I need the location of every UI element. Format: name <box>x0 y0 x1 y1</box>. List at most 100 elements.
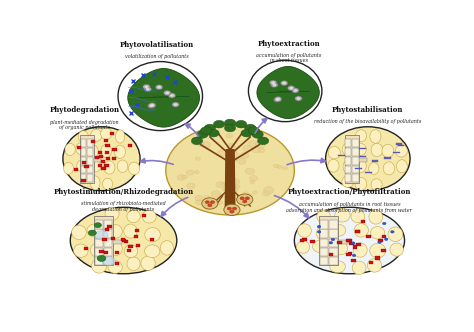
Bar <box>94 215 113 266</box>
Bar <box>348 252 353 255</box>
Bar <box>81 139 86 147</box>
Bar <box>115 262 119 265</box>
Circle shape <box>210 201 215 204</box>
Circle shape <box>228 149 237 156</box>
Bar <box>142 214 146 217</box>
Polygon shape <box>204 124 216 132</box>
Bar <box>105 144 110 147</box>
Polygon shape <box>257 66 319 119</box>
Ellipse shape <box>317 210 330 223</box>
Ellipse shape <box>317 226 331 241</box>
Ellipse shape <box>127 257 140 271</box>
Bar <box>99 155 103 158</box>
Ellipse shape <box>312 240 328 253</box>
Circle shape <box>317 230 321 233</box>
Ellipse shape <box>354 223 368 237</box>
FancyArrowPatch shape <box>274 196 309 218</box>
Bar <box>319 248 328 256</box>
Bar <box>345 174 351 182</box>
Ellipse shape <box>127 210 140 223</box>
Circle shape <box>351 242 355 244</box>
Circle shape <box>269 80 277 85</box>
Ellipse shape <box>91 176 100 190</box>
Circle shape <box>241 152 249 158</box>
Polygon shape <box>225 119 236 127</box>
Circle shape <box>155 85 163 90</box>
Text: Phytostabilisation: Phytostabilisation <box>332 106 403 114</box>
Circle shape <box>144 87 152 92</box>
Circle shape <box>226 133 233 138</box>
Ellipse shape <box>73 244 88 257</box>
Circle shape <box>148 103 156 108</box>
Ellipse shape <box>65 143 75 155</box>
Bar <box>101 167 106 170</box>
Ellipse shape <box>72 225 86 240</box>
Circle shape <box>235 185 240 188</box>
Bar <box>106 157 110 160</box>
Ellipse shape <box>328 146 340 159</box>
Bar <box>98 164 102 167</box>
Circle shape <box>186 170 194 175</box>
Circle shape <box>202 198 218 209</box>
Circle shape <box>97 255 106 262</box>
Bar <box>82 161 86 164</box>
Text: Phytoextraction: Phytoextraction <box>257 40 320 47</box>
Bar <box>127 249 131 252</box>
Bar <box>107 224 111 228</box>
Circle shape <box>283 82 286 84</box>
Bar <box>349 242 354 245</box>
Circle shape <box>165 92 169 94</box>
Circle shape <box>258 148 264 153</box>
Polygon shape <box>241 129 252 137</box>
Bar <box>103 251 108 254</box>
Ellipse shape <box>114 145 126 158</box>
Polygon shape <box>197 130 208 138</box>
Ellipse shape <box>91 243 105 257</box>
Circle shape <box>230 210 234 213</box>
Ellipse shape <box>108 224 122 238</box>
Circle shape <box>273 97 281 102</box>
Bar <box>393 152 400 153</box>
Bar <box>112 147 117 151</box>
Circle shape <box>244 194 253 200</box>
Circle shape <box>146 88 150 91</box>
Ellipse shape <box>63 127 140 191</box>
Ellipse shape <box>91 259 107 273</box>
Ellipse shape <box>294 207 405 274</box>
Ellipse shape <box>142 210 156 223</box>
Ellipse shape <box>370 226 385 239</box>
Circle shape <box>204 203 213 210</box>
Circle shape <box>174 103 177 106</box>
Bar <box>121 238 125 241</box>
Text: reduction of the bioavailability of pollutants: reduction of the bioavailability of poll… <box>314 119 421 124</box>
Bar <box>338 240 348 244</box>
Ellipse shape <box>104 161 115 174</box>
Circle shape <box>275 98 279 101</box>
Bar <box>105 228 109 231</box>
Polygon shape <box>208 129 219 137</box>
Polygon shape <box>236 121 247 128</box>
Bar <box>351 259 356 262</box>
Circle shape <box>232 207 237 210</box>
Bar <box>337 241 342 244</box>
Circle shape <box>94 223 101 228</box>
Circle shape <box>250 180 255 184</box>
Bar <box>87 166 93 173</box>
Circle shape <box>197 141 204 146</box>
Bar <box>365 172 372 173</box>
Bar <box>95 257 103 265</box>
Bar <box>319 257 328 265</box>
Ellipse shape <box>64 162 73 174</box>
Circle shape <box>201 141 210 148</box>
Ellipse shape <box>101 144 111 158</box>
Circle shape <box>143 84 150 89</box>
Ellipse shape <box>78 131 89 142</box>
Bar <box>319 220 328 229</box>
Bar <box>382 235 386 238</box>
Circle shape <box>290 87 293 89</box>
Text: Phytovolatilisation: Phytovolatilisation <box>119 41 194 49</box>
Ellipse shape <box>334 242 347 255</box>
Ellipse shape <box>326 127 410 191</box>
Bar <box>128 144 132 147</box>
Bar <box>347 239 352 242</box>
